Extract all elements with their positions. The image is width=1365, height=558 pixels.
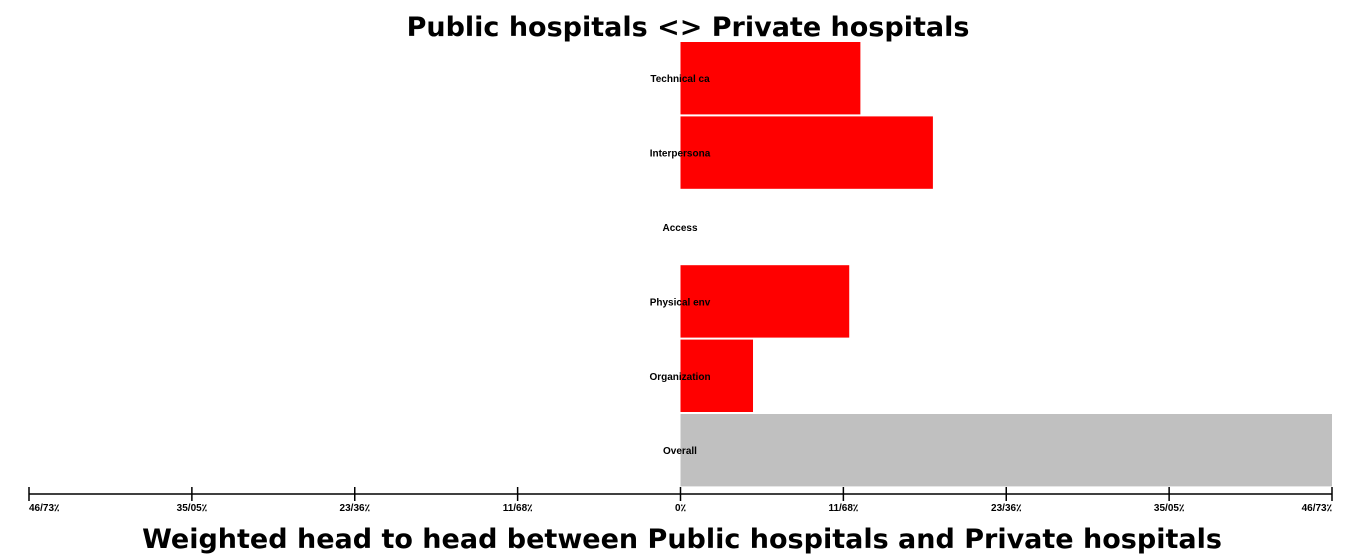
x-tick-label: 46/73٪	[1302, 503, 1333, 514]
bar-physical-env	[680, 265, 850, 338]
category-label-organization: Organization	[649, 372, 710, 383]
bar-overall	[680, 414, 1332, 487]
category-label-physical-env: Physical env	[650, 297, 711, 308]
x-tick-label: 0٪	[675, 503, 687, 514]
x-tick-label: 11/68٪	[503, 503, 533, 514]
category-labels-group: Technical ca Interpersona Access Physical e…	[649, 74, 710, 457]
x-tick-label: 23/36٪	[991, 503, 1022, 514]
x-tick-label: 46/73٪	[29, 503, 60, 514]
category-label-technical-ca: Technical ca	[650, 74, 710, 85]
category-label-access: Access	[662, 223, 697, 234]
category-label-overall: Overall	[663, 446, 697, 457]
x-tick-label: 35/05٪	[177, 503, 208, 514]
x-tick-label: 35/05٪	[1154, 503, 1185, 514]
x-tick-label: 11/68٪	[828, 503, 858, 514]
bar-interpersona	[680, 116, 933, 189]
bar-technical-ca	[680, 42, 861, 115]
x-axis-ticks-group: 46/73٪ 35/05٪ 23/36٪ 11/68٪ 0٪ 11/68٪ 23/36٪ 35…	[28, 487, 1333, 514]
chart-title: Public hospitals <> Private hospitals	[407, 12, 970, 43]
x-axis-title: Weighted head to head between Public hos…	[142, 524, 1222, 555]
x-tick-label: 23/36٪	[340, 503, 371, 514]
bars-group	[680, 42, 1332, 487]
category-label-interpersona: Interpersona	[650, 149, 711, 160]
bar-organization	[680, 339, 754, 412]
